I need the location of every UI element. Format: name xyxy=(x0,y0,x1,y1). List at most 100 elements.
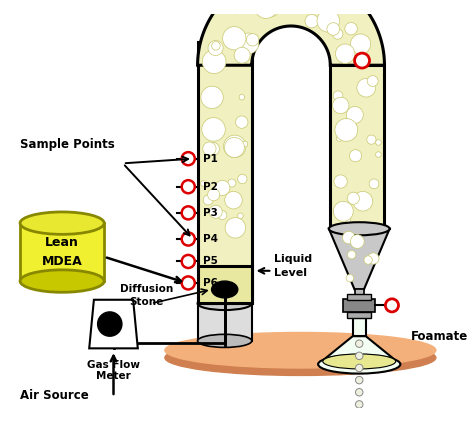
Circle shape xyxy=(210,266,221,278)
Ellipse shape xyxy=(211,281,238,298)
Text: MDEA: MDEA xyxy=(42,255,82,268)
Circle shape xyxy=(182,255,195,268)
Circle shape xyxy=(202,118,225,141)
Circle shape xyxy=(356,364,363,372)
Circle shape xyxy=(201,181,206,187)
Circle shape xyxy=(376,140,381,145)
Text: P5: P5 xyxy=(203,257,218,266)
Circle shape xyxy=(98,312,122,336)
Circle shape xyxy=(343,231,355,244)
Circle shape xyxy=(182,276,195,289)
FancyBboxPatch shape xyxy=(353,317,366,336)
Circle shape xyxy=(302,4,312,14)
Circle shape xyxy=(346,274,354,282)
Text: P4: P4 xyxy=(203,234,218,244)
Circle shape xyxy=(218,211,227,220)
Circle shape xyxy=(208,189,219,201)
Circle shape xyxy=(255,0,278,19)
Text: P1: P1 xyxy=(203,154,218,164)
Circle shape xyxy=(211,41,220,50)
Circle shape xyxy=(228,179,236,187)
Ellipse shape xyxy=(20,212,104,234)
Circle shape xyxy=(305,14,319,28)
Text: Lean: Lean xyxy=(45,236,79,249)
Circle shape xyxy=(347,192,359,204)
Circle shape xyxy=(182,206,195,219)
Circle shape xyxy=(204,256,210,262)
Text: Sample Points: Sample Points xyxy=(20,138,115,151)
Circle shape xyxy=(225,191,242,209)
Circle shape xyxy=(224,135,246,158)
Ellipse shape xyxy=(165,340,436,376)
Circle shape xyxy=(356,400,363,408)
Circle shape xyxy=(369,179,379,189)
Ellipse shape xyxy=(323,354,396,369)
FancyBboxPatch shape xyxy=(198,42,252,303)
Circle shape xyxy=(356,389,363,396)
Circle shape xyxy=(349,150,362,162)
Circle shape xyxy=(273,1,283,11)
Ellipse shape xyxy=(165,333,436,368)
Ellipse shape xyxy=(198,297,252,310)
Circle shape xyxy=(218,293,223,299)
Circle shape xyxy=(208,41,223,56)
Circle shape xyxy=(237,213,243,219)
Ellipse shape xyxy=(329,222,390,235)
Circle shape xyxy=(251,0,263,12)
Circle shape xyxy=(203,279,219,294)
FancyBboxPatch shape xyxy=(20,223,104,281)
Circle shape xyxy=(296,0,304,6)
FancyBboxPatch shape xyxy=(198,303,252,341)
Circle shape xyxy=(239,95,245,100)
Circle shape xyxy=(333,206,345,217)
Circle shape xyxy=(206,142,219,156)
Text: Gas Flow: Gas Flow xyxy=(87,360,140,370)
Circle shape xyxy=(385,299,399,312)
Text: P6: P6 xyxy=(203,278,218,288)
Text: Diffusion: Diffusion xyxy=(119,284,173,295)
Circle shape xyxy=(201,86,223,108)
Polygon shape xyxy=(89,300,138,348)
Text: Meter: Meter xyxy=(96,371,131,381)
Circle shape xyxy=(332,97,349,114)
Circle shape xyxy=(333,91,343,100)
FancyBboxPatch shape xyxy=(330,65,384,229)
Circle shape xyxy=(345,22,357,35)
Ellipse shape xyxy=(318,355,401,373)
Circle shape xyxy=(336,44,355,63)
Circle shape xyxy=(364,256,373,264)
Circle shape xyxy=(350,34,371,54)
Circle shape xyxy=(317,10,339,32)
Circle shape xyxy=(182,180,195,193)
Circle shape xyxy=(346,106,363,124)
Circle shape xyxy=(202,50,226,73)
Circle shape xyxy=(215,180,230,195)
Circle shape xyxy=(327,23,339,35)
Circle shape xyxy=(223,27,246,50)
FancyBboxPatch shape xyxy=(198,266,252,303)
Text: Foamate: Foamate xyxy=(410,330,468,343)
Circle shape xyxy=(226,0,245,14)
Circle shape xyxy=(238,33,259,54)
Circle shape xyxy=(335,119,358,141)
Circle shape xyxy=(290,0,310,14)
Text: Level: Level xyxy=(274,268,307,278)
Circle shape xyxy=(205,281,210,287)
Circle shape xyxy=(345,216,351,222)
Circle shape xyxy=(368,253,379,264)
Circle shape xyxy=(367,76,378,87)
Circle shape xyxy=(257,0,281,17)
FancyBboxPatch shape xyxy=(343,299,375,312)
Circle shape xyxy=(356,376,363,384)
Circle shape xyxy=(237,174,247,184)
Circle shape xyxy=(234,47,250,63)
Circle shape xyxy=(225,138,245,157)
Circle shape xyxy=(242,141,248,147)
Circle shape xyxy=(355,53,370,68)
Text: Stone: Stone xyxy=(129,297,164,307)
Circle shape xyxy=(356,352,363,360)
Circle shape xyxy=(228,289,233,295)
Polygon shape xyxy=(329,229,390,289)
Circle shape xyxy=(203,195,213,205)
Circle shape xyxy=(209,205,222,218)
